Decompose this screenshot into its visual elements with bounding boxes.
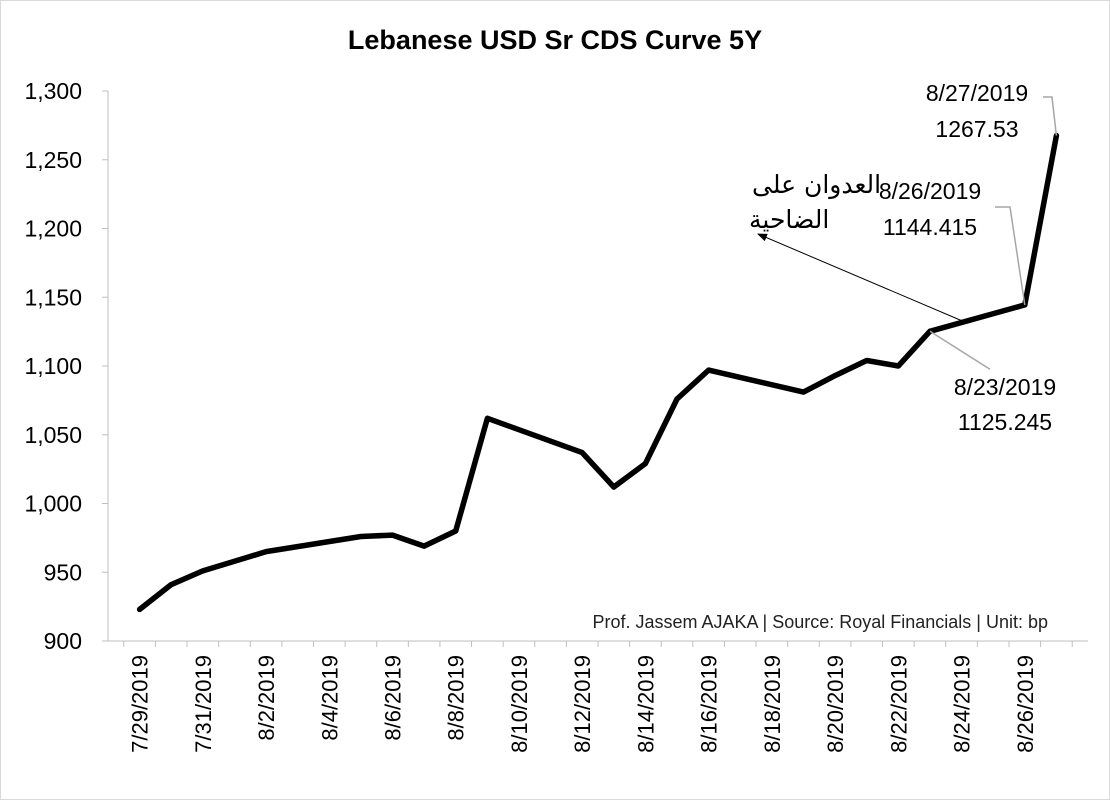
arabic-note-line2: الضاحية [749, 205, 829, 234]
annotations: 8/27/2019 1267.53 8/26/2019 1144.415 8/23/20… [749, 80, 1056, 435]
data-label-date: 8/26/2019 [879, 178, 981, 204]
arabic-note-line1: العدوان على [752, 170, 881, 200]
data-point [169, 583, 173, 587]
data-label-date: 8/27/2019 [926, 80, 1028, 106]
y-tick-label: 1,050 [24, 422, 82, 448]
y-tick-label: 1,300 [24, 78, 82, 104]
x-tick-label: 8/6/2019 [381, 655, 406, 741]
leader-line-ann-0827 [1043, 96, 1058, 136]
y-tick-label: 1,150 [24, 284, 82, 310]
leader-line-ann-0823 [929, 330, 991, 370]
data-point [201, 569, 205, 573]
x-tick-label: 8/18/2019 [760, 655, 785, 753]
series-layer [136, 132, 1060, 613]
data-label-value: 1144.415 [883, 214, 977, 240]
data-point [422, 544, 426, 548]
data-point [801, 390, 805, 394]
x-tick-label: 8/8/2019 [444, 655, 469, 741]
data-label-date: 8/23/2019 [954, 374, 1056, 400]
data-point [485, 416, 489, 420]
y-tick-label: 1,000 [24, 491, 82, 517]
data-point [138, 607, 142, 611]
data-point [707, 368, 711, 372]
x-tick-label: 8/2/2019 [254, 655, 279, 741]
x-tick-label: 8/12/2019 [570, 655, 595, 753]
x-tick-label: 8/10/2019 [507, 655, 532, 753]
data-point [359, 535, 363, 538]
data-point [833, 374, 837, 378]
annotation-leaders [929, 96, 1058, 370]
data-point [675, 397, 679, 401]
x-tick-label: 8/26/2019 [1013, 655, 1038, 753]
data-label-value: 1267.53 [935, 116, 1018, 142]
x-tick-label: 8/16/2019 [697, 655, 722, 753]
y-tick-label: 1,200 [24, 216, 82, 242]
data-point [896, 364, 900, 368]
y-tick-label: 950 [44, 559, 82, 585]
y-tick-label: 900 [44, 628, 82, 654]
data-point [580, 451, 584, 455]
x-tick-label: 7/29/2019 [128, 655, 153, 753]
leader-line-ann-0826 [995, 206, 1026, 306]
chart-title: Lebanese USD Sr CDS Curve 5Y [348, 25, 762, 55]
x-axis: 7/29/2019 7/31/2019 8/2/2019 8/4/2019 8/6/20… [108, 640, 1088, 753]
x-tick-label: 8/24/2019 [950, 655, 975, 753]
data-point [264, 550, 268, 554]
x-tick-label: 7/31/2019 [191, 655, 216, 753]
x-tick-label: 8/4/2019 [317, 655, 342, 741]
source-credit: Prof. Jassem AJAKA | Source: Royal Finan… [592, 612, 1048, 632]
x-tick-label: 8/14/2019 [633, 655, 658, 753]
data-point [612, 485, 616, 489]
y-axis: 900 950 1,000 1,050 1,100 1,150 1,200 1,250 1,30… [24, 78, 109, 654]
data-point [454, 529, 458, 533]
data-point [391, 533, 395, 537]
series-line-cds-5y [136, 132, 1060, 613]
y-tick-label: 1,250 [24, 147, 82, 173]
data-label-value: 1125.245 [958, 409, 1052, 435]
x-tick-label: 8/20/2019 [823, 655, 848, 753]
x-tick-label: 8/22/2019 [886, 655, 911, 753]
data-point [643, 462, 647, 466]
data-point [232, 559, 236, 563]
data-point [865, 359, 869, 362]
arabic-note-arrow [757, 233, 962, 322]
y-tick-label: 1,100 [24, 353, 82, 379]
